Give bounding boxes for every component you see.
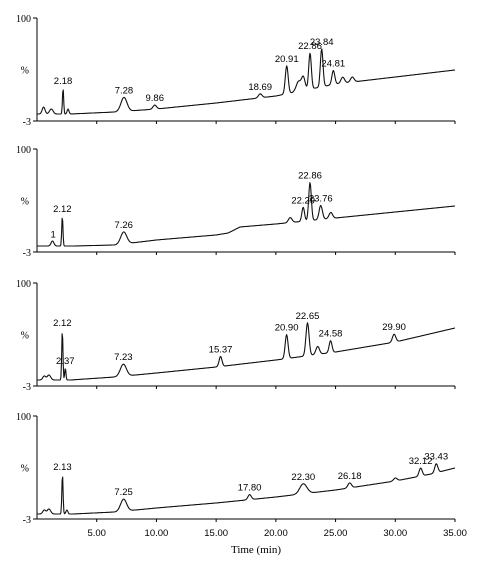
peak-label: 20.91 — [275, 54, 299, 65]
x-tick-label: 5.00 — [87, 528, 106, 539]
peak-label: 23.84 — [310, 37, 334, 48]
peak-label: 29.90 — [382, 322, 406, 333]
chromatogram-trace — [37, 48, 456, 115]
y-tick-label-top: 100 — [16, 145, 31, 156]
y-axis-label: % — [21, 464, 29, 475]
peak-label: 22.86 — [298, 171, 322, 182]
peak-label: 2.12 — [53, 318, 72, 329]
peak-label: 2.12 — [53, 204, 72, 215]
peak-label: 9.86 — [146, 93, 165, 104]
peak-label: 7.25 — [114, 487, 133, 498]
y-tick-label-bottom: -3 — [23, 117, 31, 128]
y-axis-label: % — [21, 66, 29, 77]
peak-label: 15.37 — [209, 344, 233, 355]
y-tick-label-bottom: -3 — [23, 382, 31, 393]
y-tick-label-top: 100 — [16, 412, 31, 423]
peak-label: 24.81 — [321, 58, 345, 69]
peak-label: 7.26 — [114, 220, 133, 231]
peak-label: 33.43 — [424, 452, 448, 463]
chromatogram-trace — [37, 463, 456, 515]
y-axis-label: % — [21, 197, 29, 208]
peak-label: 17.80 — [238, 483, 262, 494]
peak-label: 2.18 — [54, 76, 73, 87]
x-axis-title: Time (min) — [231, 544, 281, 556]
chromatogram-trace — [37, 182, 456, 247]
peak-label: 22.65 — [296, 311, 320, 322]
peak-label: 22.86 — [298, 41, 322, 52]
x-tick-label: 25.00 — [324, 528, 348, 539]
peak-label: 24.58 — [319, 329, 343, 340]
peak-label: 22.30 — [291, 472, 315, 483]
x-tick-label: 30.00 — [383, 528, 407, 539]
x-tick-label: 35.00 — [443, 528, 467, 539]
peak-label: 7.23 — [114, 352, 133, 363]
x-tick-label: 10.00 — [145, 528, 169, 539]
peak-label: 2.13 — [53, 462, 72, 473]
y-axis-label: % — [21, 331, 29, 342]
peak-label: 32.12 — [409, 456, 433, 467]
peak-label: 2.37 — [56, 356, 75, 367]
peak-label: 23.76 — [309, 193, 333, 204]
chromatogram-trace — [37, 322, 456, 381]
peak-label: 7.28 — [115, 85, 134, 96]
y-tick-label-bottom: -3 — [23, 248, 31, 259]
peak-label: 22.29 — [291, 195, 315, 206]
peak-label: 1 — [50, 229, 55, 240]
peak-label: 26.18 — [338, 471, 362, 482]
y-tick-label-top: 100 — [16, 279, 31, 290]
y-tick-label-top: 100 — [16, 14, 31, 25]
x-tick-label: 20.00 — [264, 528, 288, 539]
peak-label: 18.69 — [248, 82, 272, 93]
peak-label: 20.90 — [275, 323, 299, 334]
x-tick-label: 15.00 — [204, 528, 228, 539]
y-tick-label-bottom: -3 — [23, 515, 31, 526]
